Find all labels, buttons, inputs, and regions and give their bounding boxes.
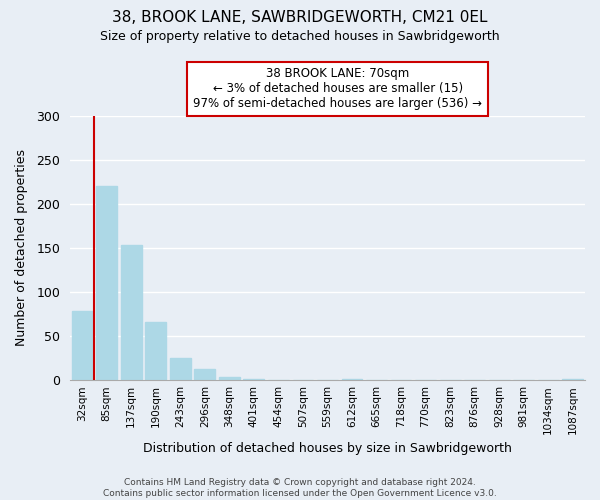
Bar bbox=[145, 322, 166, 380]
X-axis label: Distribution of detached houses by size in Sawbridgeworth: Distribution of detached houses by size … bbox=[143, 442, 512, 455]
Text: 38 BROOK LANE: 70sqm
← 3% of detached houses are smaller (15)
97% of semi-detach: 38 BROOK LANE: 70sqm ← 3% of detached ho… bbox=[193, 68, 482, 110]
Text: 38, BROOK LANE, SAWBRIDGEWORTH, CM21 0EL: 38, BROOK LANE, SAWBRIDGEWORTH, CM21 0EL bbox=[112, 10, 488, 25]
Bar bbox=[121, 246, 142, 380]
Bar bbox=[194, 368, 215, 380]
Text: Contains HM Land Registry data © Crown copyright and database right 2024.
Contai: Contains HM Land Registry data © Crown c… bbox=[103, 478, 497, 498]
Bar bbox=[219, 376, 240, 380]
Bar bbox=[72, 312, 92, 380]
Y-axis label: Number of detached properties: Number of detached properties bbox=[15, 150, 28, 346]
Bar bbox=[170, 358, 191, 380]
Bar bbox=[96, 186, 117, 380]
Text: Size of property relative to detached houses in Sawbridgeworth: Size of property relative to detached ho… bbox=[100, 30, 500, 43]
